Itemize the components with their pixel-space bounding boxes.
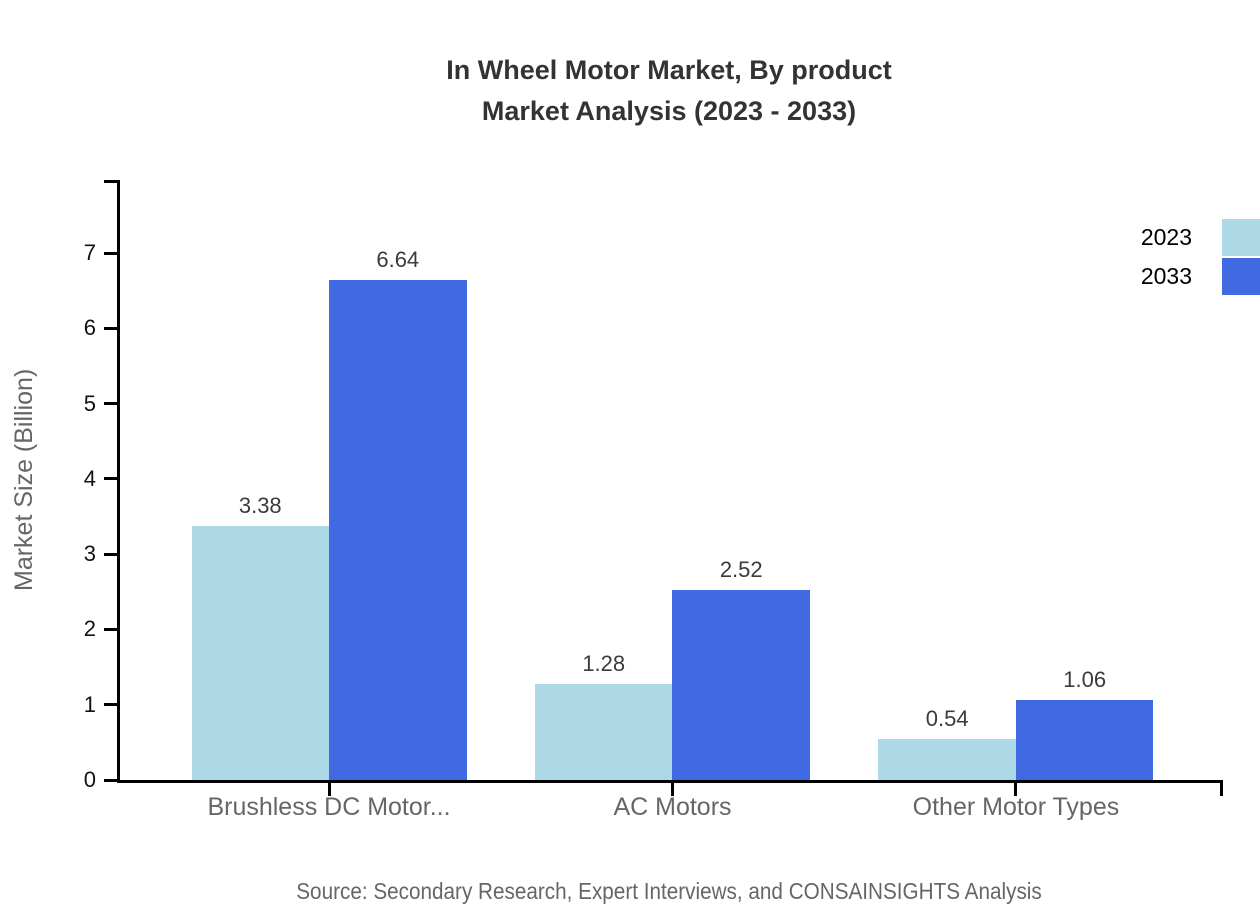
bar-2033: [329, 280, 467, 780]
y-tick-label: 6: [83, 315, 96, 341]
y-axis-tick: [104, 477, 117, 481]
chart-title-line-1: In Wheel Motor Market, By product: [446, 55, 892, 85]
y-tick-label: 4: [83, 465, 96, 491]
legend: 2023 2033: [1100, 219, 1260, 297]
x-category-label: Brushless DC Motor...: [207, 793, 451, 821]
y-axis-tick: [104, 251, 117, 255]
y-axis-tick: [104, 627, 117, 631]
y-axis-tick: [104, 778, 117, 782]
y-tick-label: 3: [83, 541, 96, 567]
bar-2033: [1015, 700, 1154, 780]
bar-value-label: 2.52: [719, 557, 763, 583]
bar-2033: [672, 590, 810, 780]
y-axis-end-cap: [104, 180, 117, 183]
y-axis-title: Market Size (Billion): [10, 368, 38, 592]
bar-value-label: 1.06: [1063, 667, 1107, 693]
legend-label: 2033: [1140, 263, 1192, 289]
bar-value-label: 1.28: [582, 650, 626, 676]
bar-2023: [534, 683, 673, 780]
y-tick-label: 7: [83, 240, 96, 266]
legend-item-2023: 2023: [1100, 219, 1260, 256]
legend-swatch-2033: [1222, 258, 1260, 295]
legend-swatch-2023: [1222, 219, 1260, 256]
y-axis-tick: [104, 402, 117, 406]
bar-2023: [878, 739, 1016, 780]
x-axis-tick: [1014, 783, 1018, 796]
source-attribution: Source: Secondary Research, Expert Inter…: [296, 878, 1042, 904]
bar-value-label: 6.64: [376, 247, 420, 273]
x-category-label: AC Motors: [613, 793, 732, 821]
y-tick-label: 1: [83, 691, 96, 717]
y-axis-tick: [104, 703, 117, 707]
y-tick-label: 0: [83, 767, 96, 792]
x-category-label: Other Motor Types: [912, 793, 1120, 821]
y-tick-label: 5: [83, 390, 96, 416]
x-axis-tick: [327, 783, 331, 796]
legend-label: 2023: [1140, 224, 1192, 250]
chart-title-line-2: Market Analysis (2023 - 2033): [481, 96, 857, 126]
chart-title: In Wheel Motor Market, By product Market…: [78, 50, 1260, 132]
bar-2023: [191, 525, 330, 780]
legend-item-2033: 2033: [1100, 258, 1260, 295]
y-axis-tick: [104, 326, 117, 330]
bar-value-label: 0.54: [925, 706, 969, 732]
x-axis-end-cap: [1220, 783, 1223, 796]
x-axis-tick: [670, 783, 674, 796]
y-axis-tick: [104, 552, 117, 556]
bar-value-label: 3.38: [238, 492, 282, 518]
plot-area: 0 1 2 3 4 5 6 7 3.38 6.64 Brushless DC Motor... 1.2…: [84, 180, 1223, 821]
y-tick-label: 2: [83, 616, 96, 642]
